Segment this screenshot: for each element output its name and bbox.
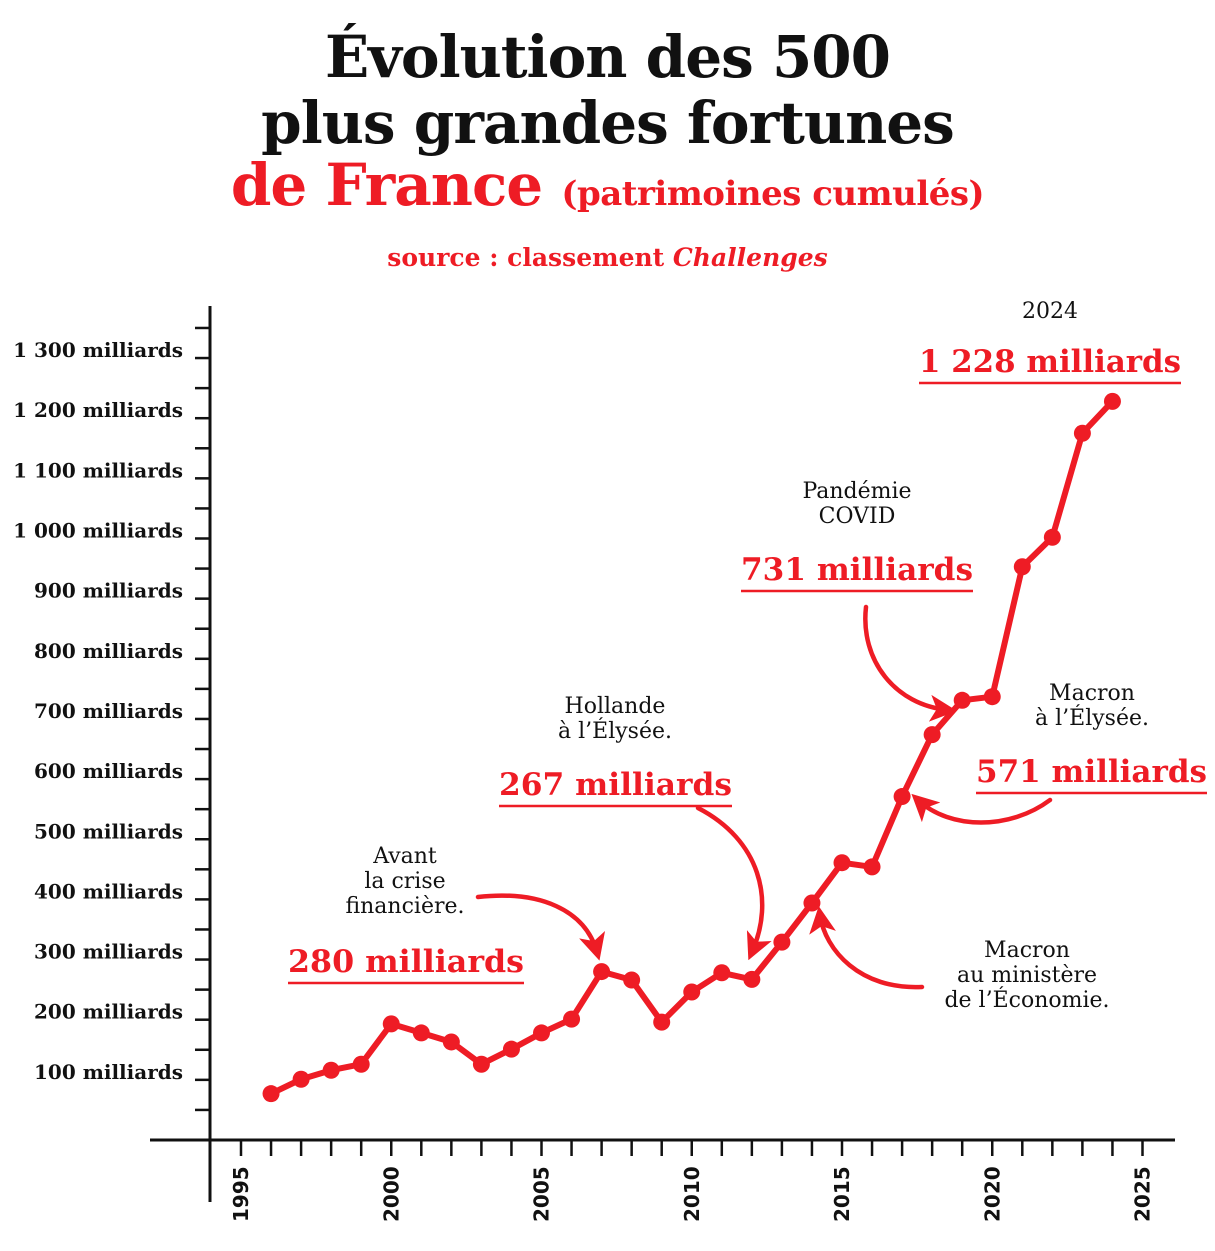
y-tick-label: 100 milliards bbox=[34, 1060, 183, 1084]
data-point bbox=[773, 933, 791, 951]
data-point bbox=[653, 1013, 671, 1031]
data-point bbox=[923, 726, 941, 744]
y-tick-label: 300 milliards bbox=[34, 940, 183, 964]
x-tick-label: 1995 bbox=[229, 1166, 253, 1222]
title-subtitle: (patrimoines cumulés) bbox=[561, 174, 985, 214]
annotation-text: Macron bbox=[1049, 681, 1135, 706]
y-tick-label: 800 milliards bbox=[34, 639, 183, 663]
data-point bbox=[412, 1024, 430, 1042]
x-tick-label: 2010 bbox=[680, 1166, 704, 1222]
chart-title-line-3: de France (patrimoines cumulés) bbox=[0, 150, 1215, 229]
data-point bbox=[382, 1015, 400, 1033]
chart-title-line-2: plus grandes fortunes bbox=[261, 89, 955, 157]
annotation-text: de l’Économie. bbox=[944, 986, 1109, 1013]
x-tick-label: 2020 bbox=[980, 1166, 1004, 1222]
data-point bbox=[833, 854, 851, 872]
annotation-text: à l’Élysée. bbox=[558, 717, 672, 744]
arrow-crisis bbox=[475, 893, 606, 961]
data-point bbox=[442, 1033, 460, 1051]
y-tick-label: 400 milliards bbox=[34, 879, 183, 903]
data-point bbox=[683, 983, 701, 1001]
x-tick-label: 2015 bbox=[830, 1166, 854, 1222]
annotation-value: 280 milliards bbox=[288, 944, 524, 980]
annotation-value: 267 milliards bbox=[499, 767, 732, 803]
y-tick-label: 1 100 milliards bbox=[13, 458, 183, 482]
data-series bbox=[262, 392, 1121, 1103]
data-point bbox=[262, 1085, 280, 1103]
y-tick-label: 1 200 milliards bbox=[13, 398, 183, 422]
data-point bbox=[352, 1055, 370, 1073]
data-point bbox=[1073, 424, 1091, 442]
annotation-text: Pandémie bbox=[802, 479, 911, 504]
data-point bbox=[502, 1040, 520, 1058]
data-point bbox=[893, 788, 911, 806]
annotation-text: COVID bbox=[819, 504, 896, 529]
annotation-text: 2024 bbox=[1022, 299, 1078, 324]
data-point bbox=[1013, 558, 1031, 576]
data-point bbox=[803, 894, 821, 912]
y-tick-label: 700 milliards bbox=[34, 699, 183, 723]
arrow-macron-economie bbox=[809, 906, 925, 990]
data-point bbox=[743, 970, 761, 988]
source-line: source : classement Challenges bbox=[0, 243, 1215, 272]
data-point bbox=[533, 1024, 550, 1042]
arrow-covid bbox=[863, 604, 957, 722]
data-point bbox=[983, 688, 1001, 706]
annotation-value: 731 milliards bbox=[741, 552, 973, 588]
chart-title-line-1: Évolution des 500 bbox=[324, 23, 891, 91]
y-tick-label: 1 300 milliards bbox=[13, 338, 183, 362]
annotation-value: 571 milliards bbox=[976, 754, 1207, 790]
source-prefix: source : classement bbox=[387, 243, 673, 272]
arrow-hollande bbox=[695, 805, 772, 961]
data-point bbox=[292, 1070, 310, 1088]
x-axis-ticks: 1995 2000 2005 2010 2015 2020 2025 bbox=[229, 1140, 1155, 1222]
data-point bbox=[472, 1055, 490, 1073]
y-tick-label: 1 000 milliards bbox=[13, 519, 183, 543]
y-tick-label: 600 milliards bbox=[34, 759, 183, 783]
y-tick-label: 900 milliards bbox=[34, 579, 183, 603]
data-point bbox=[623, 971, 641, 989]
y-tick-label: 200 milliards bbox=[34, 1000, 183, 1024]
x-tick-label: 2005 bbox=[530, 1166, 554, 1222]
data-point bbox=[563, 1010, 581, 1028]
data-point bbox=[863, 858, 881, 876]
arrow-macron-elysee bbox=[911, 793, 1053, 825]
annotation-text: Hollande bbox=[565, 694, 666, 719]
annotation-text: Macron bbox=[984, 938, 1070, 963]
x-tick-label: 2025 bbox=[1131, 1166, 1155, 1222]
data-point bbox=[1043, 528, 1061, 546]
data-point bbox=[593, 963, 611, 981]
x-tick-label: 2000 bbox=[379, 1166, 403, 1222]
title-country: de France bbox=[230, 151, 543, 219]
annotation-text: financière. bbox=[345, 894, 464, 919]
data-point bbox=[1103, 392, 1121, 410]
annotation-text: à l’Élysée. bbox=[1035, 704, 1149, 731]
annotation-arrows bbox=[475, 604, 1053, 990]
data-point bbox=[713, 964, 731, 982]
data-point bbox=[322, 1061, 340, 1079]
y-tick-label: 500 milliards bbox=[34, 819, 183, 843]
data-point bbox=[953, 691, 971, 709]
annotation-value: 1 228 milliards bbox=[919, 344, 1181, 380]
source-name: Challenges bbox=[672, 243, 828, 272]
annotation-text: au ministère bbox=[957, 963, 1097, 988]
annotation-text: la crise bbox=[364, 869, 445, 894]
y-axis-ticks: 100 milliards 200 milliards 300 milliards 4… bbox=[13, 326, 210, 1112]
annotation-text: Avant bbox=[372, 844, 437, 869]
